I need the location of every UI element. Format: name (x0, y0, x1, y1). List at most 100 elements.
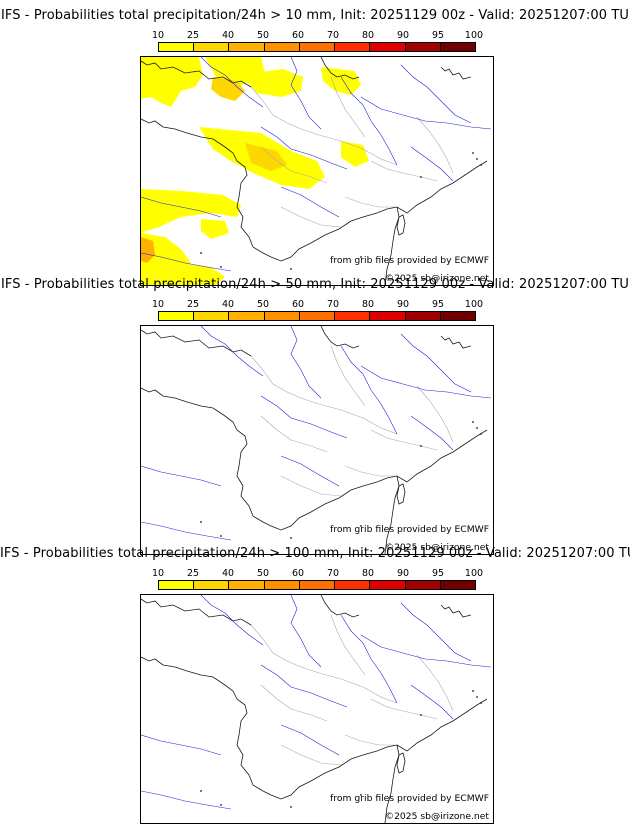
colorbar-tick: 10 (151, 568, 165, 579)
map-panel-10mm: IFS - Probabilities total precipitation/… (0, 8, 630, 286)
island-dot (360, 525, 362, 527)
admin-border (280, 475, 342, 497)
colorbar-swatch (194, 581, 230, 589)
island-dot (420, 714, 422, 716)
river (260, 395, 348, 439)
island-dot (360, 256, 362, 258)
island-dot (220, 266, 222, 268)
coastline (141, 598, 252, 626)
colorbar-swatch (335, 43, 371, 51)
coastline (252, 160, 488, 262)
river (141, 465, 222, 487)
colorbar-swatch (159, 312, 195, 320)
colorbar-swatch (299, 581, 336, 589)
coastline (440, 335, 472, 349)
colorbar-tick: 95 (431, 30, 445, 41)
colorbar-swatch (194, 312, 230, 320)
precipitation-area (141, 237, 155, 263)
precipitation-area (341, 141, 369, 167)
colorbar-swatch (159, 581, 195, 589)
data-credit: from grib files provided by ECMWF (330, 524, 489, 535)
river (360, 96, 492, 130)
colorbar-swatch (405, 43, 441, 51)
precipitation-area (141, 57, 203, 107)
river (260, 664, 348, 708)
admin-border (416, 654, 454, 712)
colorbar-swatch (299, 43, 336, 51)
probability-colorbar: 10 25 40 50 60 70 80 90 95 100 (152, 30, 483, 52)
colorbar-swatches (158, 311, 476, 321)
admin-border (318, 134, 398, 166)
river (340, 76, 398, 166)
precipitation-area (201, 219, 229, 239)
colorbar-swatch (264, 43, 300, 51)
river (340, 614, 398, 704)
precipitation-area (241, 69, 303, 97)
forecast-map: from grib files provided by ECMWF ©2025 … (140, 56, 494, 286)
admin-border (280, 206, 342, 228)
colorbar-swatch (229, 312, 265, 320)
river (260, 126, 348, 170)
coastline (141, 329, 252, 357)
river (280, 186, 340, 218)
colorbar-swatches (158, 42, 476, 52)
copyright-notice: ©2025 sb@irizone.net (384, 542, 489, 553)
colorbar-swatch (440, 43, 475, 51)
coastline (440, 604, 472, 618)
island-dot (220, 535, 222, 537)
admin-border (260, 415, 328, 453)
map-canvas (141, 595, 492, 823)
colorbar-swatch (335, 581, 371, 589)
admin-border (330, 614, 366, 676)
admin-border (260, 684, 328, 722)
colorbar-swatch (299, 312, 336, 320)
island-dot (420, 445, 422, 447)
panel-title: IFS - Probabilities total precipitation/… (0, 277, 630, 292)
panel-title: IFS - Probabilities total precipitation/… (0, 546, 630, 561)
colorbar-tick: 80 (361, 30, 375, 41)
corsica-coastline (396, 214, 406, 236)
colorbar-tick: 90 (396, 299, 410, 310)
island-dot (480, 433, 482, 435)
river (360, 365, 492, 399)
colorbar-tick: 40 (221, 299, 235, 310)
precipitation-area (211, 77, 245, 101)
island-dot (476, 696, 478, 698)
colorbar-tick: 100 (464, 299, 484, 310)
admin-border (370, 429, 438, 451)
colorbar-tick: 80 (361, 299, 375, 310)
colorbar-tick: 70 (326, 30, 340, 41)
admin-border (370, 698, 438, 720)
coastline (141, 118, 254, 248)
colorbar-tick: 70 (326, 568, 340, 579)
island-dot (480, 164, 482, 166)
river (360, 634, 492, 668)
colorbar-tick: 40 (221, 568, 235, 579)
island-dot (200, 790, 202, 792)
colorbar-swatch (264, 312, 300, 320)
river (400, 64, 472, 124)
river (141, 734, 222, 756)
panel-title: IFS - Probabilities total precipitation/… (0, 8, 630, 23)
colorbar-swatch (405, 312, 441, 320)
forecast-map: from grib files provided by ECMWF ©2025 … (140, 325, 494, 555)
coastline (320, 595, 360, 618)
island-dot (476, 427, 478, 429)
coastline (141, 387, 254, 517)
island-dot (472, 690, 474, 692)
colorbar-tick: 60 (291, 568, 305, 579)
colorbar-swatch (159, 43, 195, 51)
colorbar-tick: 25 (186, 30, 200, 41)
data-credit: from grib files provided by ECMWF (330, 793, 489, 804)
colorbar-tick: 40 (221, 30, 235, 41)
colorbar-ticks: 10 25 40 50 60 70 80 90 95 100 (152, 568, 483, 580)
colorbar-tick: 50 (256, 299, 270, 310)
colorbar-tick: 25 (186, 568, 200, 579)
river (400, 333, 472, 393)
coastline (252, 698, 488, 800)
colorbar-swatch (370, 312, 406, 320)
admin-border (330, 76, 366, 138)
map-panel-50mm: IFS - Probabilities total precipitation/… (0, 277, 630, 555)
island-dot (290, 537, 292, 539)
colorbar-tick: 95 (431, 568, 445, 579)
